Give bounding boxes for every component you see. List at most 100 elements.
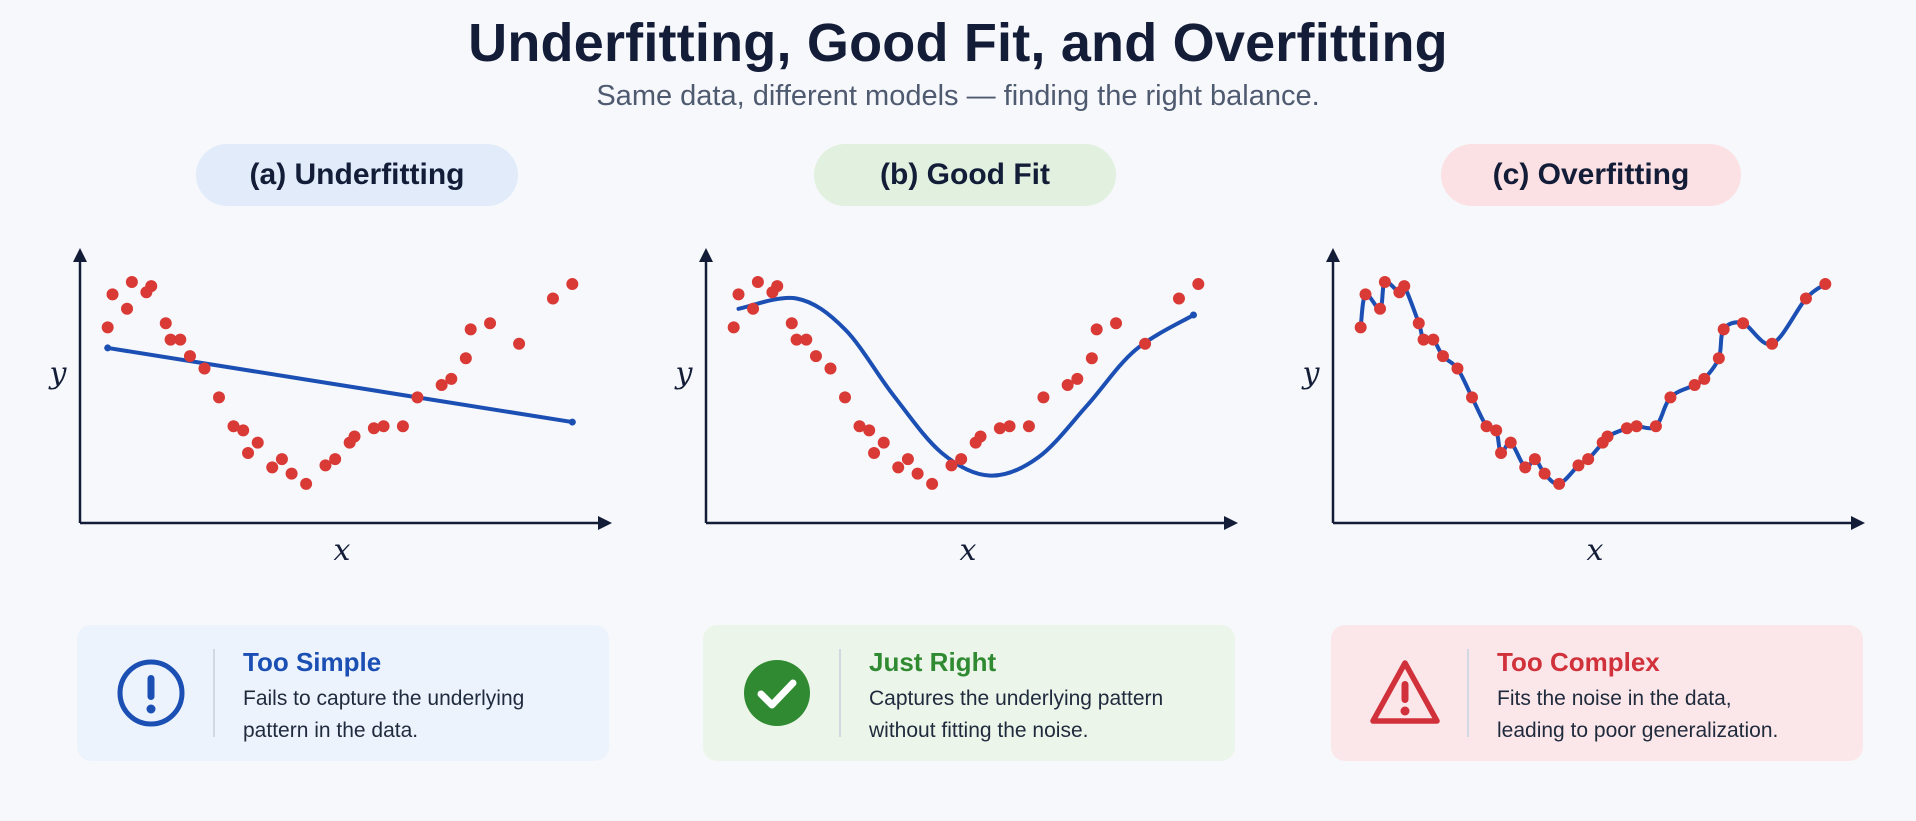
card-just-right: Just Right Captures the underlying patte… <box>703 625 1235 761</box>
data-point <box>1412 317 1425 330</box>
data-point <box>1582 453 1595 466</box>
data-point <box>251 436 264 449</box>
y-axis-arrow <box>699 248 713 262</box>
data-point <box>1192 278 1205 291</box>
data-point <box>106 288 119 301</box>
y-axis-label: y <box>1301 356 1321 391</box>
data-point <box>1519 461 1532 474</box>
data-point <box>513 337 526 350</box>
data-point <box>868 446 881 459</box>
data-point <box>1528 453 1541 466</box>
data-point <box>911 467 924 480</box>
data-point <box>566 278 579 291</box>
data-point <box>1110 317 1123 330</box>
data-point <box>121 302 134 315</box>
y-axis-label: y <box>674 356 694 391</box>
data-point <box>464 323 477 336</box>
x-axis-label: x <box>960 533 977 568</box>
exclamation-circle-icon <box>117 659 185 727</box>
plot-underfitting: xy <box>48 248 612 568</box>
data-point <box>445 372 458 385</box>
data-point <box>751 276 764 288</box>
data-point <box>892 461 905 474</box>
data-point <box>785 317 798 330</box>
card-title: Just Right <box>869 647 997 677</box>
data-point <box>1495 446 1508 459</box>
data-point <box>266 461 279 474</box>
plot-good-fit: xy <box>674 248 1238 568</box>
data-point <box>1766 337 1779 350</box>
data-point <box>901 453 914 466</box>
data-point <box>1139 337 1152 350</box>
data-point <box>1061 379 1074 391</box>
data-point <box>800 333 813 346</box>
panel-label-underfitting: (a) Underfitting <box>196 144 518 206</box>
data-point <box>198 362 211 375</box>
warning-triangle-icon <box>1370 660 1440 724</box>
data-point <box>242 446 255 459</box>
x-axis-arrow <box>1224 516 1238 530</box>
data-point <box>824 362 837 375</box>
card-too-complex: Too Complex Fits the noise in the data, … <box>1331 625 1863 761</box>
card-description-line: leading to poor generalization. <box>1497 719 1779 742</box>
x-axis-label: x <box>334 533 351 568</box>
data-point <box>164 333 177 346</box>
card-title: Too Simple <box>243 647 382 677</box>
data-point <box>1819 278 1832 291</box>
data-point <box>546 292 559 305</box>
card-description: Fails to capture the underlying pattern … <box>243 683 593 747</box>
data-point <box>459 352 472 365</box>
data-point <box>101 321 114 334</box>
page-title: Underfitting, Good Fit, and Overfitting <box>468 13 1448 73</box>
data-point <box>993 422 1006 435</box>
data-point <box>174 333 187 346</box>
data-point <box>747 302 760 315</box>
data-point <box>727 321 740 334</box>
data-point <box>300 477 313 490</box>
data-point <box>1172 292 1185 305</box>
data-point <box>1799 292 1812 305</box>
fit-curve-endpoint <box>1189 311 1197 319</box>
panel-label-good-fit: (b) Good Fit <box>814 144 1116 206</box>
card-description-line: Fails to capture the underlying <box>243 687 525 710</box>
data-point <box>183 350 196 363</box>
data-point <box>1003 420 1016 433</box>
data-point <box>1688 379 1701 391</box>
data-point <box>396 420 409 433</box>
data-point <box>974 430 987 443</box>
data-point <box>1504 436 1517 449</box>
card-title: Too Complex <box>1497 647 1660 677</box>
data-point <box>1090 323 1103 336</box>
data-point <box>853 420 866 433</box>
data-point <box>348 430 361 443</box>
data-point <box>1354 321 1367 334</box>
data-point <box>1378 276 1391 288</box>
plot-overfitting: xy <box>1301 248 1865 568</box>
data-point <box>945 459 958 472</box>
data-point <box>1417 333 1430 346</box>
data-point <box>955 453 968 466</box>
fit-line-endpoint <box>568 418 576 426</box>
data-point <box>926 477 939 490</box>
data-point <box>1436 350 1449 363</box>
data-point <box>839 391 851 404</box>
data-point <box>877 436 890 449</box>
data-point <box>1451 362 1464 375</box>
data-point <box>377 420 390 433</box>
fit-line <box>105 345 575 425</box>
data-point <box>1427 333 1440 346</box>
data-point <box>1398 280 1411 293</box>
data-point <box>790 333 803 346</box>
data-point <box>1490 424 1503 437</box>
page-subtitle: Same data, different models — finding th… <box>596 80 1320 112</box>
panel-label-overfitting: (c) Overfitting <box>1441 144 1741 206</box>
data-point <box>1630 420 1643 433</box>
data-point <box>145 280 158 293</box>
data-point <box>1022 420 1035 433</box>
data-point <box>1620 422 1633 435</box>
data-point <box>275 453 288 466</box>
data-point <box>435 379 448 391</box>
